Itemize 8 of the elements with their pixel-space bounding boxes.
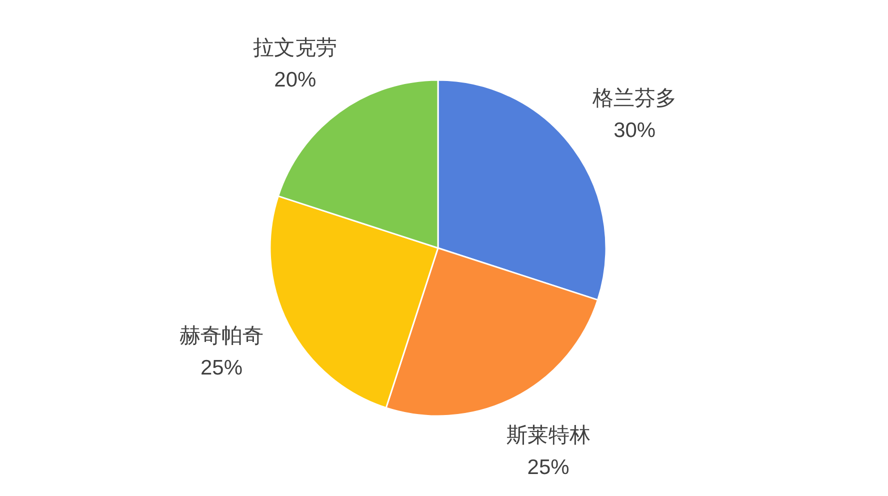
slice-label: 格兰芬多 [592, 87, 677, 110]
data-label: 25% [200, 356, 243, 380]
slice-label: 赫奇帕奇 [180, 324, 264, 348]
slice-label: 拉文克劳 [253, 36, 338, 60]
data-label: 20% [274, 68, 316, 92]
data-label: 30% [614, 119, 656, 142]
data-label: 25% [527, 456, 570, 480]
slice-label: 斯莱特林 [506, 424, 590, 448]
